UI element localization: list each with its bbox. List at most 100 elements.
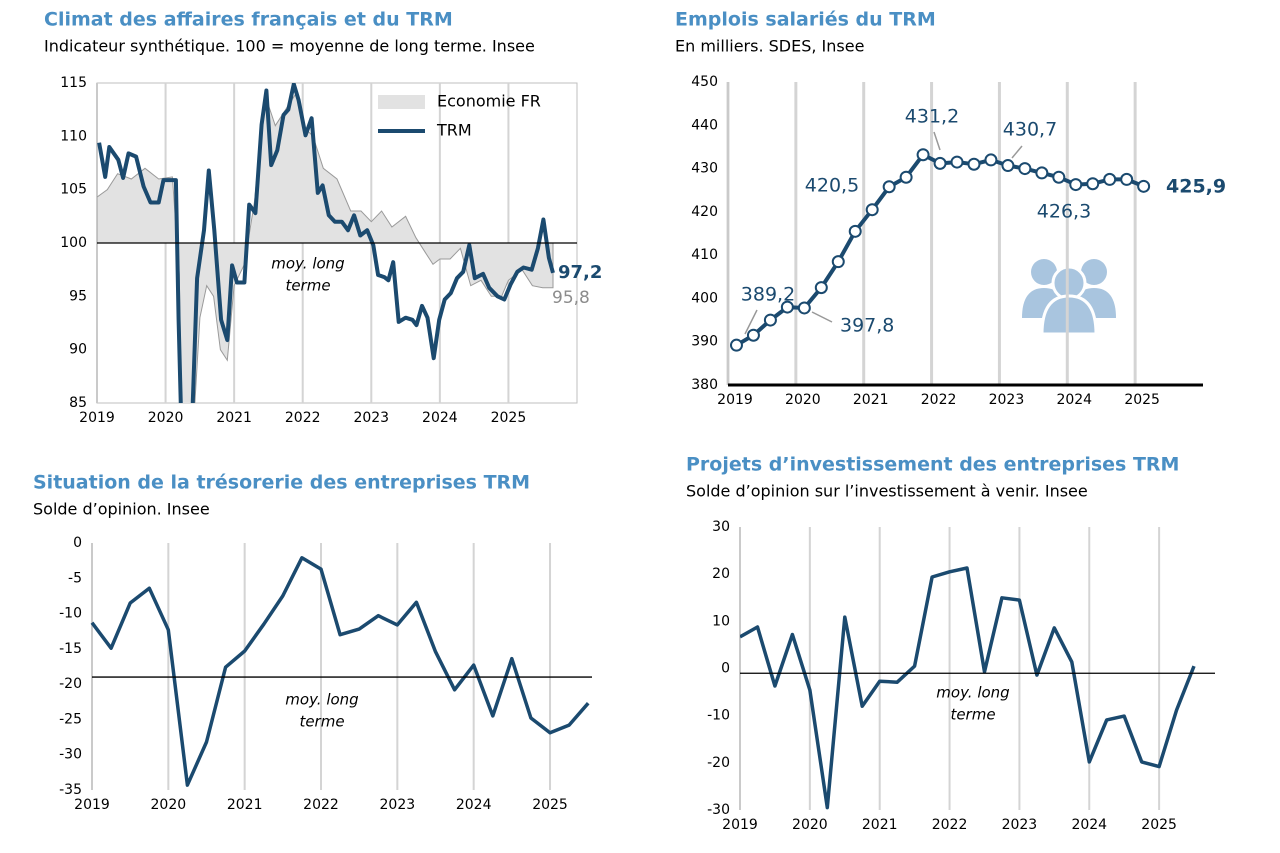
- data-label: 397,8: [840, 315, 894, 337]
- x-tick-label: 2021: [853, 392, 889, 408]
- annotation: moy. long: [271, 255, 344, 273]
- data-label: 426,3: [1037, 201, 1091, 223]
- marker: [984, 153, 998, 167]
- leader-line: [744, 309, 758, 335]
- marker: [865, 203, 879, 217]
- people-icon: [1022, 259, 1116, 336]
- chart-title: Situation de la trésorerie des entrepris…: [33, 472, 530, 494]
- x-tick-label: 2019: [74, 797, 110, 813]
- y-tick-label: 390: [691, 334, 718, 350]
- leader-line: [1011, 145, 1023, 159]
- marker: [967, 157, 981, 171]
- x-tick-label: 2025: [491, 410, 527, 426]
- y-tick-label: 105: [60, 182, 87, 198]
- data-label: 431,2: [905, 106, 959, 128]
- y-tick-label: 30: [712, 519, 730, 535]
- y-tick-label: 0: [73, 535, 82, 551]
- annotation: moy. long: [285, 691, 358, 709]
- marker: [1120, 172, 1134, 186]
- y-tick-label: -15: [59, 641, 82, 657]
- annotation: moy. long: [936, 684, 1009, 702]
- x-tick-label: 2021: [216, 410, 252, 426]
- x-tick-label: 2023: [1002, 817, 1038, 833]
- y-tick-label: 110: [60, 128, 87, 144]
- x-tick-label: 2024: [1071, 817, 1107, 833]
- x-tick-label: 2020: [151, 797, 187, 813]
- y-tick-label: 400: [691, 290, 718, 306]
- y-tick-label: 410: [691, 247, 718, 263]
- data-label: 430,7: [1003, 119, 1057, 141]
- x-tick-label: 2025: [1141, 817, 1177, 833]
- y-tick-label: 450: [691, 74, 718, 90]
- y-tick-label: 10: [712, 613, 730, 629]
- x-tick-label: 2020: [148, 410, 184, 426]
- y-tick-label: 440: [691, 117, 718, 133]
- x-tick-label: 2021: [862, 817, 898, 833]
- data-label: 97,2: [558, 262, 602, 283]
- x-tick-label: 2025: [1124, 392, 1160, 408]
- y-tick-label: -5: [68, 570, 82, 586]
- y-tick-label: 90: [69, 342, 87, 358]
- annotation: terme: [950, 706, 995, 724]
- leader-line: [933, 131, 941, 151]
- chart-title: Climat des affaires français et du TRM: [44, 9, 453, 31]
- y-tick-label: -10: [707, 708, 730, 724]
- marker: [746, 328, 760, 342]
- data-label: 389,2: [741, 284, 795, 306]
- plot-area: [740, 566, 1196, 810]
- chart-subtitle: Solde d’opinion. Insee: [33, 500, 210, 519]
- y-tick-label: 420: [691, 204, 718, 220]
- data-label: 95,8: [552, 288, 590, 308]
- x-tick-label: 2024: [456, 797, 492, 813]
- marker: [1137, 179, 1151, 193]
- line: [740, 566, 1196, 810]
- x-tick-label: 2020: [785, 392, 821, 408]
- y-tick-label: 100: [60, 235, 87, 251]
- y-tick-label: -25: [59, 711, 82, 727]
- marker: [1001, 159, 1015, 173]
- marker: [1086, 177, 1100, 191]
- data-label: 420,5: [805, 175, 859, 197]
- chart-subtitle: Indicateur synthétique. 100 = moyenne de…: [44, 37, 535, 56]
- x-tick-label: 2022: [921, 392, 957, 408]
- y-tick-label: -20: [59, 676, 82, 692]
- legend-swatch: [378, 95, 425, 109]
- y-tick-label: -30: [707, 802, 730, 818]
- marker: [848, 224, 862, 238]
- annotation: terme: [299, 713, 344, 731]
- x-tick-label: 2022: [285, 410, 321, 426]
- legend-label: Economie FR: [437, 92, 541, 111]
- chart-subtitle: Solde d’opinion sur l’investissement à v…: [686, 482, 1088, 501]
- y-tick-label: -10: [59, 606, 82, 622]
- marker: [916, 148, 930, 162]
- y-tick-label: 115: [60, 75, 87, 91]
- marker: [899, 170, 913, 184]
- x-tick-label: 2024: [1056, 392, 1092, 408]
- x-tick-label: 2019: [722, 817, 758, 833]
- data-label: 425,9: [1166, 176, 1226, 198]
- y-tick-label: -30: [59, 747, 82, 763]
- legend-label: TRM: [436, 121, 472, 140]
- annotation: terme: [285, 277, 330, 295]
- marker: [933, 156, 947, 170]
- leader-line: [811, 311, 833, 323]
- x-tick-label: 2019: [79, 410, 115, 426]
- marker: [1103, 172, 1117, 186]
- x-tick-label: 2025: [532, 797, 568, 813]
- x-tick-label: 2021: [227, 797, 263, 813]
- x-tick-label: 2023: [380, 797, 416, 813]
- marker: [763, 313, 777, 327]
- marker: [950, 155, 964, 169]
- x-tick-label: 2022: [932, 817, 968, 833]
- y-tick-label: -35: [59, 782, 82, 798]
- y-tick-label: 20: [712, 566, 730, 582]
- marker: [780, 300, 794, 314]
- y-tick-label: 380: [691, 377, 718, 393]
- marker: [1035, 166, 1049, 180]
- chart-subtitle: En milliers. SDES, Insee: [675, 37, 864, 56]
- line: [90, 556, 590, 787]
- chart-title: Projets d’investissement des entreprises…: [686, 454, 1179, 476]
- y-tick-label: 430: [691, 161, 718, 177]
- x-tick-label: 2019: [717, 392, 753, 408]
